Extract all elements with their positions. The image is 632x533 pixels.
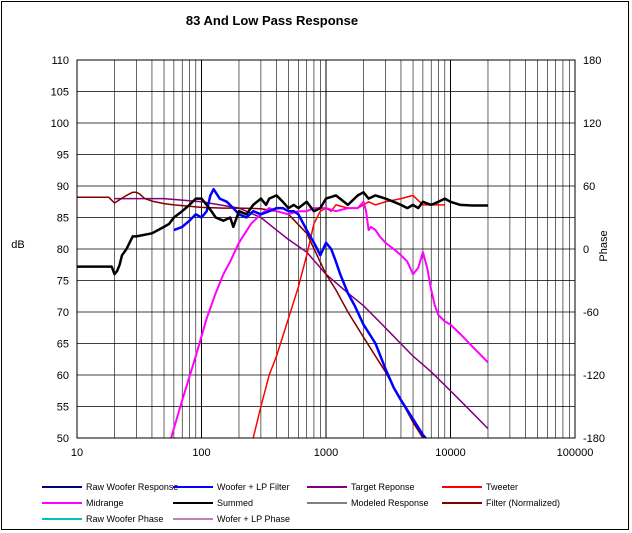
y-tick-label: 70 (57, 307, 69, 319)
legend-label-summed: Summed (217, 498, 253, 508)
y-tick-label: 95 (57, 150, 69, 162)
series-line-tweeter (252, 194, 445, 438)
y-tick-label: 60 (57, 370, 69, 382)
legend-label-tweeter: Tweeter (486, 482, 518, 492)
y-axis-label: dB (11, 239, 24, 251)
legend: Raw Woofer Response Woofer + LP Filter Tar… (42, 482, 560, 524)
legend-label-midrange: Midrange (86, 498, 124, 508)
y-tick-label: 50 (57, 433, 69, 445)
y2-tick-label: 120 (583, 118, 601, 130)
x-tick-label: 100 (192, 447, 210, 459)
grid (77, 59, 575, 439)
y-tick-label: 85 (57, 213, 69, 225)
y2-tick-label: -60 (583, 307, 599, 319)
y-tick-label: 110 (51, 55, 69, 67)
y2-tick-label: 60 (583, 181, 595, 193)
legend-label-filter-normalized-: Filter (Normalized) (486, 498, 560, 508)
series-line-woofer-lp-filter (173, 187, 428, 438)
y-tick-label: 55 (57, 402, 69, 414)
legend-label-raw-woofer-phase: Raw Woofer Phase (86, 514, 163, 524)
y-tick-label: 75 (57, 276, 69, 288)
y2-tick-label: 180 (583, 55, 601, 67)
x-tick-label: 10000 (435, 447, 466, 459)
x-tick-label: 100000 (557, 447, 594, 459)
chart-title: 83 And Low Pass Response (186, 13, 358, 28)
y2-tick-label: 0 (583, 244, 589, 256)
y2-tick-label: -180 (583, 433, 605, 445)
legend-label-modeled-response: Modeled Response (351, 498, 429, 508)
x-tick-label: 1000 (314, 447, 338, 459)
y2-axis-label: Phase (598, 230, 610, 261)
series-line-summed (77, 191, 488, 276)
y2-tick-label: -120 (583, 370, 605, 382)
y-tick-label: 65 (57, 339, 69, 351)
x-tick-label: 10 (71, 447, 83, 459)
plot-border (76, 59, 576, 439)
series-line-filter-normalized- (77, 191, 424, 438)
legend-label-woofer-lp-filter: Woofer + LP Filter (217, 482, 289, 492)
legend-label-target-reponse: Target Reponse (351, 482, 415, 492)
legend-label-wofer-lp-phase: Wofer + LP Phase (217, 514, 290, 524)
series-line-target-reponse (114, 197, 489, 430)
y-tick-label: 105 (51, 87, 69, 99)
y-tick-label: 90 (57, 181, 69, 193)
y-tick-label: 100 (51, 118, 69, 130)
tick-labels: 50556065707580859095100105110-180-120-60… (51, 55, 605, 459)
legend-label-raw-woofer-response: Raw Woofer Response (86, 482, 178, 492)
plot-series (77, 187, 489, 438)
series-line-midrange (170, 200, 489, 438)
y-tick-label: 80 (57, 244, 69, 256)
